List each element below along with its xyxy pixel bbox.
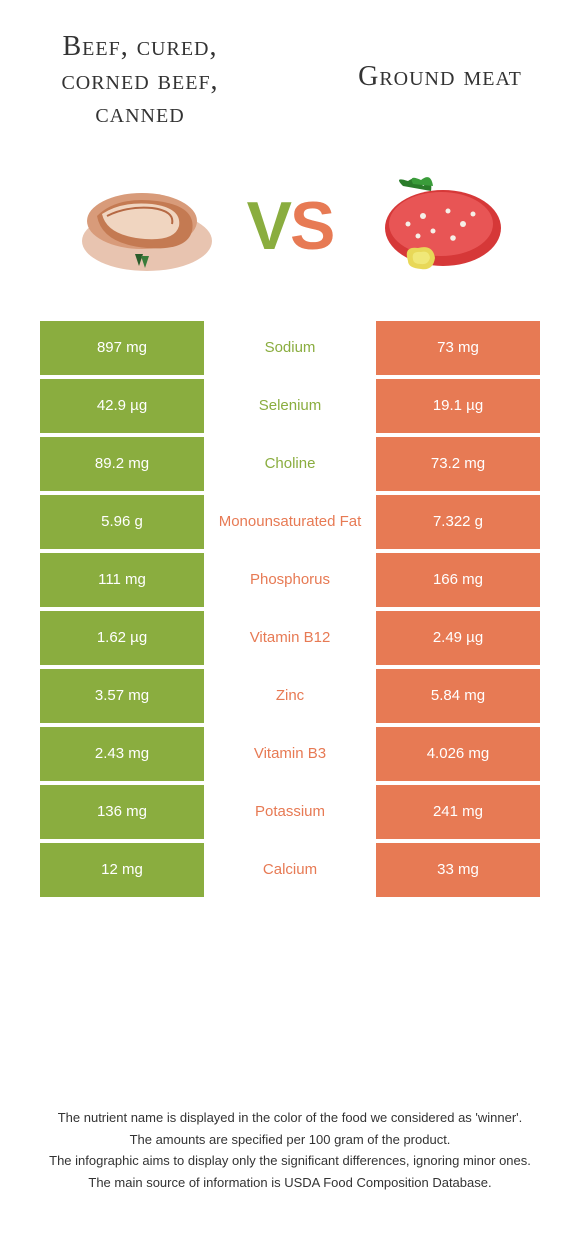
vs-letter-v: V	[247, 188, 290, 264]
nutrient-label: Selenium	[208, 379, 372, 433]
nutrient-table: 897 mgSodium73 mg42.9 µgSelenium19.1 µg8…	[40, 321, 540, 897]
nutrient-row: 12 mgCalcium33 mg	[40, 843, 540, 897]
nutrient-row: 1.62 µgVitamin B122.49 µg	[40, 611, 540, 665]
nutrient-row: 3.57 mgZinc5.84 mg	[40, 669, 540, 723]
right-value: 241 mg	[376, 785, 540, 839]
nutrient-row: 42.9 µgSelenium19.1 µg	[40, 379, 540, 433]
footnotes: The nutrient name is displayed in the co…	[40, 1108, 540, 1194]
nutrient-label: Vitamin B3	[208, 727, 372, 781]
right-value: 73.2 mg	[376, 437, 540, 491]
nutrient-label: Calcium	[208, 843, 372, 897]
footnote-line: The nutrient name is displayed in the co…	[40, 1108, 540, 1128]
left-value: 12 mg	[40, 843, 204, 897]
left-value: 5.96 g	[40, 495, 204, 549]
nutrient-label: Sodium	[208, 321, 372, 375]
right-value: 19.1 µg	[376, 379, 540, 433]
right-value: 7.322 g	[376, 495, 540, 549]
nutrient-label: Phosphorus	[208, 553, 372, 607]
left-value: 897 mg	[40, 321, 204, 375]
vs-letter-s: S	[290, 188, 333, 264]
right-value: 73 mg	[376, 321, 540, 375]
nutrient-row: 5.96 gMonounsaturated Fat7.322 g	[40, 495, 540, 549]
right-food-title: Ground meat	[340, 60, 540, 94]
nutrient-label: Vitamin B12	[208, 611, 372, 665]
footnote-line: The amounts are specified per 100 gram o…	[40, 1130, 540, 1150]
footnote-line: The infographic aims to display only the…	[40, 1151, 540, 1171]
right-food-image	[353, 161, 513, 291]
right-value: 2.49 µg	[376, 611, 540, 665]
nutrient-row: 111 mgPhosphorus166 mg	[40, 553, 540, 607]
right-value: 4.026 mg	[376, 727, 540, 781]
vs-row: VS	[0, 161, 580, 291]
left-value: 1.62 µg	[40, 611, 204, 665]
nutrient-row: 89.2 mgCholine73.2 mg	[40, 437, 540, 491]
left-value: 2.43 mg	[40, 727, 204, 781]
left-value: 111 mg	[40, 553, 204, 607]
nutrient-label: Zinc	[208, 669, 372, 723]
left-value: 136 mg	[40, 785, 204, 839]
left-value: 42.9 µg	[40, 379, 204, 433]
vs-label: VS	[247, 187, 334, 265]
nutrient-row: 136 mgPotassium241 mg	[40, 785, 540, 839]
left-food-title: Beef, cured, corned beef, canned	[40, 30, 240, 131]
nutrient-row: 2.43 mgVitamin B34.026 mg	[40, 727, 540, 781]
nutrient-label: Potassium	[208, 785, 372, 839]
right-value: 5.84 mg	[376, 669, 540, 723]
nutrient-row: 897 mgSodium73 mg	[40, 321, 540, 375]
right-value: 33 mg	[376, 843, 540, 897]
footnote-line: The main source of information is USDA F…	[40, 1173, 540, 1193]
nutrient-label: Choline	[208, 437, 372, 491]
right-value: 166 mg	[376, 553, 540, 607]
nutrient-label: Monounsaturated Fat	[208, 495, 372, 549]
left-value: 89.2 mg	[40, 437, 204, 491]
header: Beef, cured, corned beef, canned Ground …	[0, 0, 580, 141]
left-value: 3.57 mg	[40, 669, 204, 723]
left-food-image	[67, 161, 227, 291]
